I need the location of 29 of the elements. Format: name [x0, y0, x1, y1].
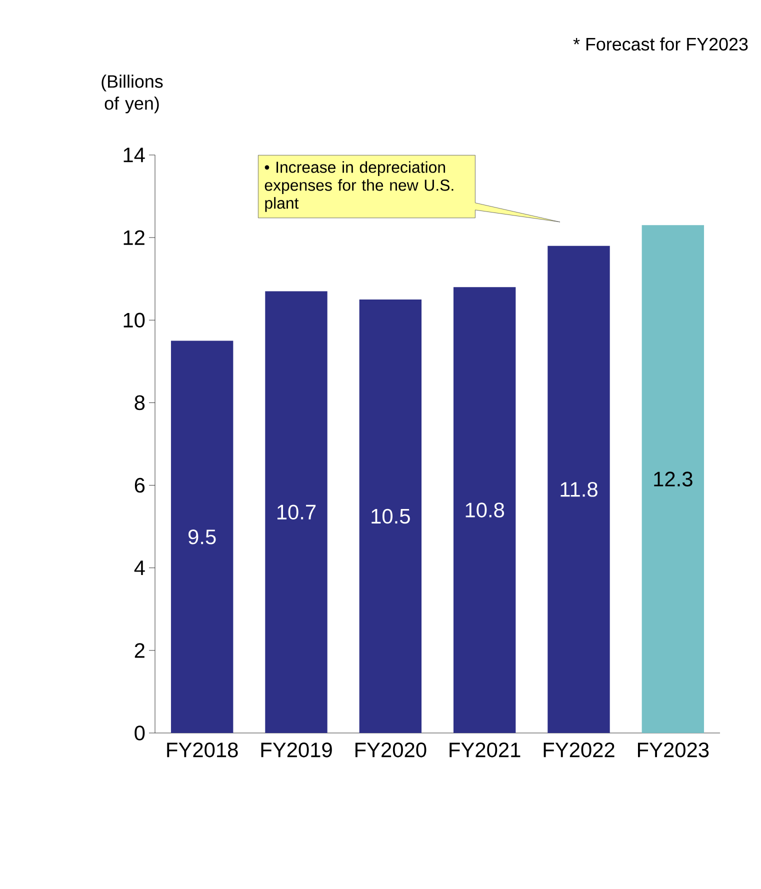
y-tick-label: 14 [124, 148, 145, 162]
x-tick-label: FY2022 [544, 742, 614, 758]
bar [359, 299, 422, 733]
x-tick-label: FY2023 [638, 742, 709, 758]
y-tick-label: 12 [124, 230, 144, 245]
bar [265, 291, 328, 733]
bar [642, 225, 704, 733]
y-tick-label: 6 [134, 478, 145, 493]
bar [453, 287, 516, 733]
y-axis-title: (Billions of yen) [102, 74, 163, 114]
data-label: 10.8 [466, 502, 504, 518]
x-tick-label: FY2019 [261, 742, 332, 758]
data-label: 10.5 [372, 508, 410, 524]
y-tick-label: 8 [134, 395, 145, 410]
y-tick-label: 2 [134, 643, 144, 658]
x-tick-label: FY2021 [450, 742, 520, 758]
y-tick-label: 4 [134, 560, 145, 576]
data-label: 11.8 [560, 482, 598, 497]
y-tick-label: 0 [134, 726, 145, 740]
x-tick-label: FY2018 [167, 742, 238, 758]
x-tick-label: FY2020 [355, 742, 426, 758]
annotation: • Increase in depreciation expenses for the new U.S. plant [264, 161, 454, 212]
y-tick-label: 10 [124, 312, 145, 328]
data-label: 10.7 [277, 504, 316, 520]
data-label: 9.5 [188, 529, 216, 544]
text: * Forecast for FY2023 [573, 37, 748, 51]
bar [170, 340, 234, 733]
bar [548, 246, 610, 733]
data-label: 12.3 [654, 472, 692, 486]
